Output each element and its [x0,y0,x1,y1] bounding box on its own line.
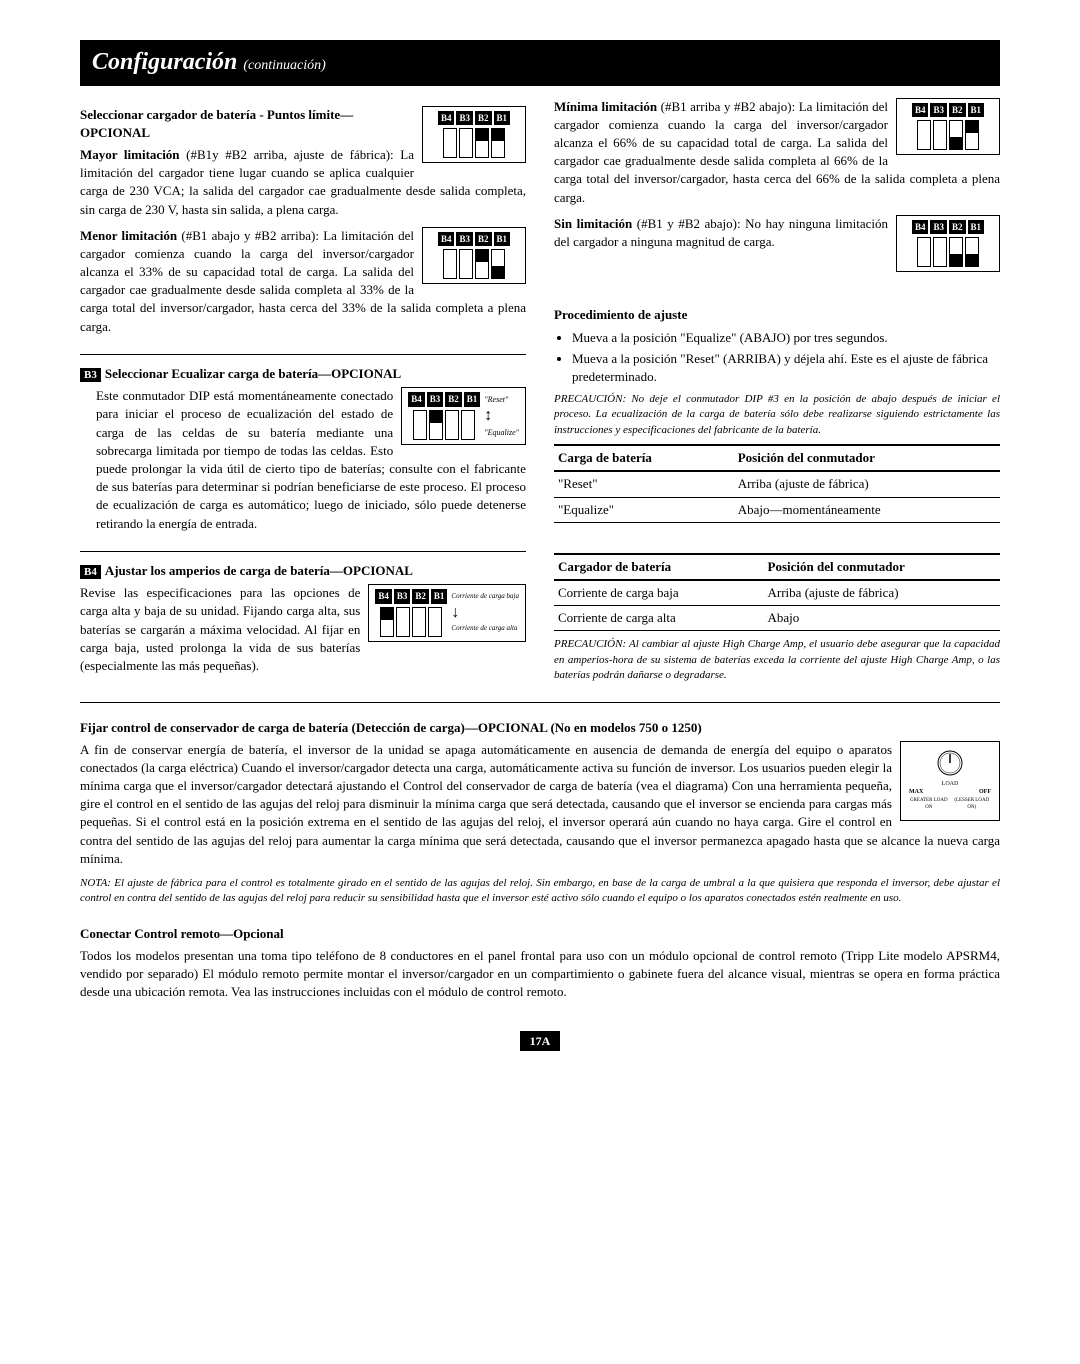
dial-diagram: LOAD MAXOFF GREATER LOAD ON(LESSER LOAD … [900,741,1000,821]
title-text: Configuración [92,49,237,75]
dip-diagram-1: B4B3B2B1 [422,106,526,164]
dip-diagram-2: B4B3B2B1 [422,227,526,285]
paragraph: A fin de conservar energía de batería, e… [80,741,1000,868]
b3-badge: B3 [80,368,101,382]
dip-diagram-4: B4B3B2B1 Corriente de carga baja ↓ Corri… [368,584,526,642]
caution-text: PRECAUCIÓN: No deje el conmutador DIP #3… [554,392,1000,438]
b3-head: B3Seleccionar Ecualizar carga de batería… [80,365,526,383]
procedure-list: Mueva a la posición "Equalize" (ABAJO) p… [554,329,1000,387]
title-bar: Configuración (continuación) [80,40,1000,86]
title-continuation: (continuación) [243,58,325,73]
table-1: Carga de bateríaPosición del conmutador … [554,444,1000,523]
dip-diagram-3: B4B3B2B1 "Reset" ↕ "Equalize" [401,387,526,445]
b4-badge: B4 [80,565,101,579]
page-number: 17A [80,1032,1000,1050]
remote-head: Conectar Control remoto—Opcional [80,925,1000,943]
b4-head: B4Ajustar los amperios de carga de bater… [80,562,526,580]
list-item: Mueva a la posición "Equalize" (ABAJO) p… [572,329,1000,347]
dip-diagram-6: B4B3B2B1 [896,215,1000,273]
paragraph: Todos los modelos presentan una toma tip… [80,947,1000,1002]
note-text: NOTA: El ajuste de fábrica para el contr… [80,876,1000,907]
dip-diagram-5: B4B3B2B1 [896,98,1000,156]
proc-head: Procedimiento de ajuste [554,306,1000,324]
list-item: Mueva a la posición "Reset" (ARRIBA) y d… [572,350,1000,386]
table-2: Cargador de bateríaPosición del conmutad… [554,553,1000,632]
conserve-head: Fijar control de conservador de carga de… [80,719,1000,737]
caution-text: PRECAUCIÓN: Al cambiar al ajuste High Ch… [554,637,1000,683]
